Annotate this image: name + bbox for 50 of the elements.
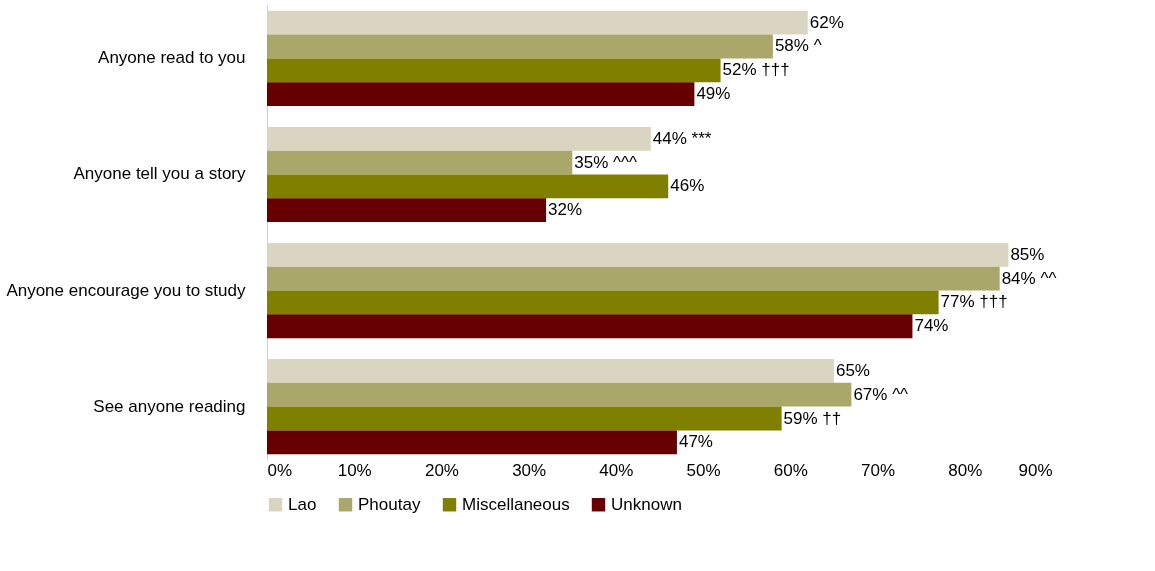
- bar: [267, 314, 913, 339]
- data-label: 74%: [914, 316, 949, 336]
- data-label: 58% ^: [774, 36, 822, 56]
- x-tick-label: 30%: [512, 460, 547, 480]
- data-label: 85%: [1010, 244, 1045, 264]
- data-label: 65%: [835, 360, 870, 380]
- data-label: 77% †††: [940, 292, 1008, 312]
- data-label: 59% ††: [783, 408, 842, 428]
- bar: [267, 242, 1009, 267]
- x-tick-label: 60%: [773, 460, 808, 480]
- data-label: 32%: [548, 200, 583, 220]
- bar: [267, 290, 939, 315]
- legend-label: Lao: [288, 494, 317, 514]
- bar: [267, 174, 669, 199]
- bar: [267, 359, 834, 383]
- bar: [267, 266, 1000, 291]
- x-tick-label: 40%: [599, 460, 634, 480]
- data-label: 47%: [678, 432, 713, 452]
- data-label: 52% †††: [722, 60, 790, 80]
- bar: [267, 430, 677, 455]
- bar: [267, 150, 573, 175]
- bar: [267, 34, 773, 59]
- y-tick-label: Anyone encourage you to study: [6, 280, 246, 300]
- bar: [267, 58, 721, 83]
- x-tick-label: 80%: [948, 460, 983, 480]
- data-label: 46%: [670, 176, 705, 196]
- bar: [267, 198, 547, 223]
- bar: [267, 406, 782, 431]
- bar: [267, 82, 695, 106]
- x-tick-label: 0%: [267, 460, 293, 480]
- data-label: 44% ***: [652, 128, 712, 148]
- legend-label: Unknown: [611, 494, 682, 514]
- x-tick-label: 50%: [686, 460, 721, 480]
- x-tick-label: 10%: [337, 460, 372, 480]
- x-tick-label: 90%: [1018, 460, 1053, 480]
- y-tick-label: See anyone reading: [93, 396, 246, 416]
- data-label: 62%: [809, 12, 844, 32]
- y-tick-label: Anyone read to you: [98, 48, 246, 68]
- bar: [267, 126, 651, 151]
- legend-label: Phoutay: [358, 494, 421, 514]
- x-tick-label: 20%: [424, 460, 459, 480]
- x-tick-label: 70%: [861, 460, 896, 480]
- data-label: 49%: [696, 84, 731, 104]
- bar: [267, 10, 808, 35]
- data-label: 84% ^^: [1001, 268, 1057, 288]
- data-label: 35% ^^^: [574, 152, 637, 172]
- data-label: 67% ^^: [853, 384, 909, 404]
- bar: [267, 382, 852, 407]
- y-tick-label: Anyone tell you a story: [73, 164, 246, 184]
- legend-label: Miscellaneous: [462, 494, 570, 514]
